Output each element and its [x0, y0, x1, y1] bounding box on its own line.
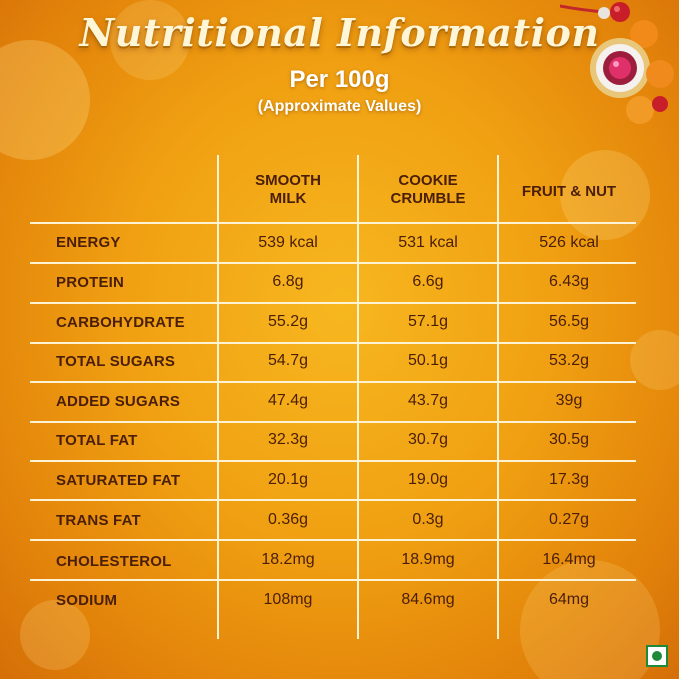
- table-cell: 108mg: [263, 591, 313, 608]
- table-cell: 17.3g: [548, 471, 590, 488]
- table-divider: [217, 155, 219, 639]
- rakhi-icon: [560, 2, 674, 124]
- table-cell: 30.7g: [407, 431, 449, 448]
- bokeh-light: [520, 560, 660, 679]
- table-cell: 30.5g: [548, 431, 590, 448]
- table-cell: 39g: [555, 392, 583, 409]
- table-divider: [357, 155, 359, 639]
- approximate-note: (Approximate Values): [257, 98, 422, 115]
- table-rule: [30, 421, 636, 423]
- table-cell: 56.5g: [548, 313, 590, 330]
- table-rule: [30, 262, 636, 264]
- table-cell: 18.9mg: [401, 551, 455, 568]
- table-cell: 19.0g: [407, 471, 449, 488]
- table-cell: 32.3g: [267, 431, 309, 448]
- page-title: Nutritional Information: [79, 10, 600, 55]
- table-cell: 16.4mg: [542, 551, 596, 568]
- table-rule: [30, 381, 636, 383]
- row-label: SATURATED FAT: [56, 472, 181, 489]
- table-cell: 54.7g: [267, 352, 309, 369]
- table-cell: 50.1g: [407, 352, 449, 369]
- bokeh-light: [110, 0, 190, 80]
- table-cell: 55.2g: [267, 313, 309, 330]
- table-cell: 539 kcal: [258, 234, 318, 251]
- table-cell: 47.4g: [267, 392, 309, 409]
- table-cell: 6.8g: [272, 273, 304, 290]
- table-cell: 6.6g: [412, 273, 444, 290]
- table-rule: [30, 579, 636, 581]
- table-rule: [30, 222, 636, 224]
- bokeh-light: [560, 150, 650, 240]
- table-divider: [497, 155, 499, 639]
- table-cell: 57.1g: [407, 313, 449, 330]
- table-rule: [30, 499, 636, 501]
- page-subtitle: Per 100g: [289, 66, 390, 93]
- veg-symbol-icon: [646, 645, 668, 667]
- bokeh-light: [630, 330, 679, 390]
- table-cell: 43.7g: [407, 392, 449, 409]
- row-label: CHOLESTEROL: [56, 553, 172, 570]
- table-cell: 0.3g: [412, 511, 444, 528]
- row-label: TRANS FAT: [56, 512, 141, 529]
- row-label: TOTAL FAT: [56, 432, 138, 449]
- column-header: SMOOTH MILK: [255, 172, 321, 207]
- bokeh-light: [20, 600, 90, 670]
- table-rule: [30, 460, 636, 462]
- column-header: FRUIT & NUT: [521, 183, 617, 200]
- table-cell: 64mg: [548, 591, 590, 608]
- row-label: CARBOHYDRATE: [56, 314, 185, 331]
- table-cell: 0.27g: [548, 511, 590, 528]
- row-label: TOTAL SUGARS: [56, 353, 176, 370]
- table-rule: [30, 539, 636, 541]
- table-cell: 526 kcal: [539, 234, 599, 251]
- table-rule: [30, 342, 636, 344]
- table-cell: 84.6mg: [401, 591, 455, 608]
- table-cell: 0.36g: [267, 511, 309, 528]
- table-cell: 531 kcal: [398, 234, 458, 251]
- table-cell: 18.2mg: [261, 551, 315, 568]
- table-cell: 20.1g: [267, 471, 309, 488]
- table-rule: [30, 302, 636, 304]
- row-label: ADDED SUGARS: [56, 393, 181, 410]
- column-header: COOKIE CRUMBLE: [390, 172, 466, 207]
- row-label: SODIUM: [56, 592, 118, 609]
- row-label: ENERGY: [56, 234, 121, 251]
- row-label: PROTEIN: [56, 274, 125, 291]
- table-cell: 6.43g: [548, 273, 590, 290]
- table-cell: 53.2g: [548, 352, 590, 369]
